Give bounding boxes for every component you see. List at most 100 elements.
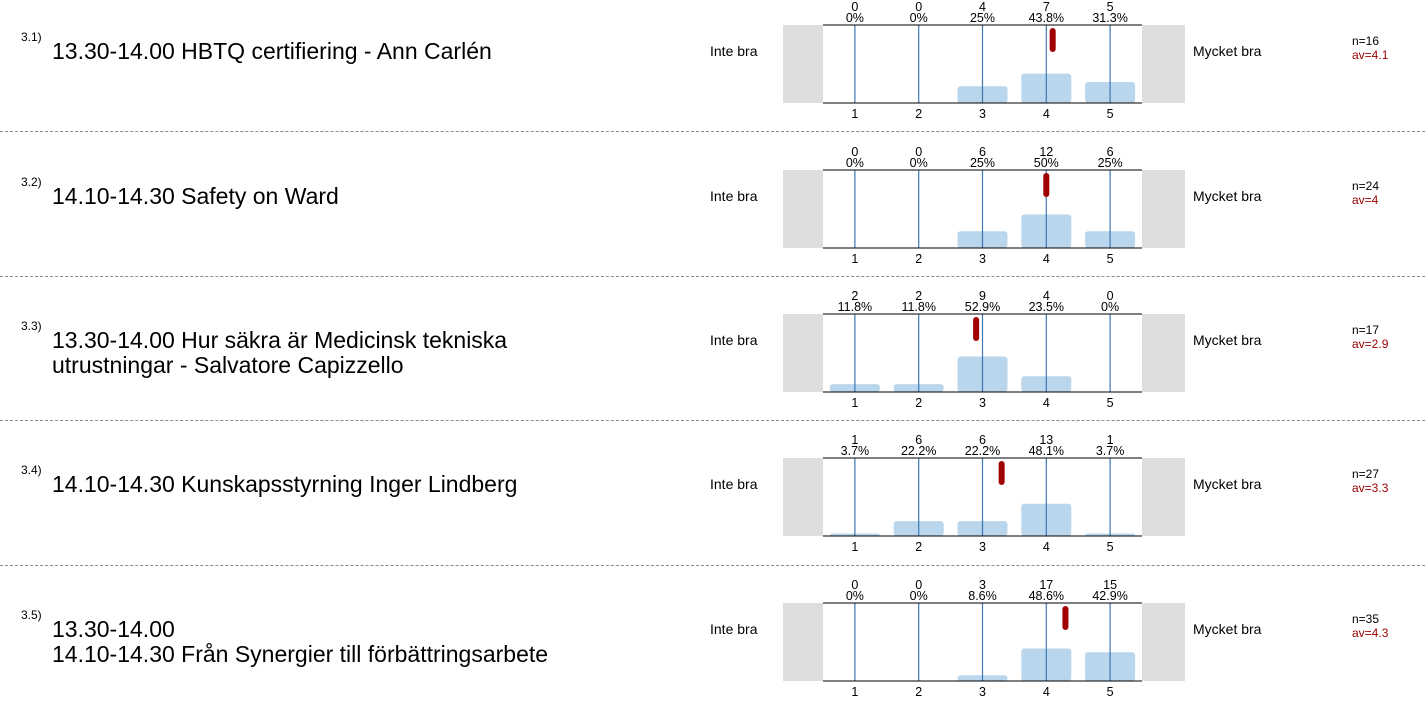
- average-marker: [998, 461, 1005, 485]
- left-scale-box: [783, 170, 823, 248]
- count-label: 0: [915, 145, 922, 159]
- scale-left-label: Inte bra: [710, 43, 758, 59]
- tick-label: 5: [1107, 252, 1114, 266]
- tick-label: 3: [979, 107, 986, 121]
- question-row: 3.1) 13.30-14.00 HBTQ certifiering - Ann …: [0, 0, 1425, 133]
- tick-label: 4: [1043, 540, 1050, 554]
- percent-label: 52.9%: [965, 300, 1000, 314]
- percent-label: 22.2%: [901, 444, 936, 458]
- percent-label: 0%: [846, 11, 864, 25]
- right-scale-box: [1142, 25, 1185, 103]
- question-title: 13.30-14.00 Hur säkra är Medicinsk tekni…: [52, 327, 508, 378]
- percent-label: 43.8%: [1029, 11, 1064, 25]
- count-label: 9: [979, 289, 986, 303]
- count-label: 2: [915, 289, 922, 303]
- question-row: 3.3) 13.30-14.00 Hur säkra är Medicinsk t…: [0, 277, 1425, 422]
- scale-left-label: Inte bra: [710, 188, 758, 204]
- respondent-count: n=24: [1352, 179, 1380, 193]
- tick-label: 4: [1043, 107, 1050, 121]
- count-label: 12: [1039, 145, 1053, 159]
- average-score: av=2.9: [1352, 337, 1389, 351]
- question-row: 3.2) 14.10-14.30 Safety on Ward Inte bra My…: [0, 133, 1425, 278]
- left-scale-box: [783, 25, 823, 103]
- left-scale-box: [783, 314, 823, 392]
- question-title: 13.30-14.00 14.10-14.30 Från Synergier t…: [52, 616, 549, 667]
- respondent-count: n=35: [1352, 612, 1380, 626]
- tick-label: 2: [915, 107, 922, 121]
- respondent-count: n=16: [1352, 34, 1380, 48]
- count-label: 6: [979, 145, 986, 159]
- left-scale-box: [783, 603, 823, 681]
- tick-label: 1: [851, 396, 858, 410]
- percent-label: 0%: [910, 156, 928, 170]
- count-label: 1: [1107, 433, 1114, 447]
- scale-left-label: Inte bra: [710, 476, 758, 492]
- question-number: 3.4): [21, 463, 42, 477]
- count-label: 13: [1039, 433, 1053, 447]
- tick-label: 5: [1107, 540, 1114, 554]
- count-label: 6: [1107, 145, 1114, 159]
- percent-label: 22.2%: [965, 444, 1000, 458]
- count-label: 15: [1103, 578, 1117, 592]
- percent-label: 0%: [910, 589, 928, 603]
- right-scale-box: [1142, 314, 1185, 392]
- average-score: av=4.1: [1352, 48, 1389, 62]
- average-marker: [1049, 28, 1056, 52]
- scale-left-label: Inte bra: [710, 332, 758, 348]
- count-label: 0: [915, 0, 922, 14]
- percent-label: 48.1%: [1029, 444, 1064, 458]
- tick-label: 3: [979, 685, 986, 699]
- row-separator: [0, 276, 1425, 277]
- tick-label: 1: [851, 540, 858, 554]
- percent-label: 25%: [970, 11, 995, 25]
- tick-label: 5: [1107, 396, 1114, 410]
- tick-label: 4: [1043, 396, 1050, 410]
- average-marker: [1043, 173, 1050, 197]
- count-label: 4: [979, 0, 986, 14]
- count-label: 0: [851, 578, 858, 592]
- percent-label: 3.7%: [841, 444, 870, 458]
- percent-label: 25%: [970, 156, 995, 170]
- tick-label: 1: [851, 252, 858, 266]
- scale-right-label: Mycket bra: [1193, 43, 1262, 59]
- question-title: 14.10-14.30 Kunskapsstyrning Inger Lindb…: [52, 471, 518, 497]
- count-label: 0: [1107, 289, 1114, 303]
- percent-label: 8.6%: [968, 589, 997, 603]
- count-label: 2: [851, 289, 858, 303]
- count-label: 4: [1043, 289, 1050, 303]
- percent-label: 50%: [1034, 156, 1059, 170]
- percent-label: 0%: [1101, 300, 1119, 314]
- tick-label: 2: [915, 685, 922, 699]
- tick-label: 5: [1107, 685, 1114, 699]
- average-score: av=4.3: [1352, 626, 1389, 640]
- respondent-count: n=27: [1352, 467, 1380, 481]
- right-scale-box: [1142, 458, 1185, 536]
- scale-right-label: Mycket bra: [1193, 621, 1262, 637]
- count-label: 0: [851, 145, 858, 159]
- count-label: 17: [1039, 578, 1053, 592]
- scale-right-label: Mycket bra: [1193, 476, 1262, 492]
- scale-left-label: Inte bra: [710, 621, 758, 637]
- tick-label: 3: [979, 252, 986, 266]
- row-separator: [0, 131, 1425, 132]
- tick-label: 4: [1043, 685, 1050, 699]
- percent-label: 48.6%: [1029, 589, 1064, 603]
- right-scale-box: [1142, 170, 1185, 248]
- question-number: 3.3): [21, 319, 42, 333]
- tick-label: 2: [915, 540, 922, 554]
- average-marker: [1062, 606, 1069, 630]
- percent-label: 42.9%: [1092, 589, 1127, 603]
- tick-label: 3: [979, 540, 986, 554]
- scale-right-label: Mycket bra: [1193, 332, 1262, 348]
- percent-label: 23.5%: [1029, 300, 1064, 314]
- question-number: 3.5): [21, 608, 42, 622]
- question-title: 14.10-14.30 Safety on Ward: [52, 183, 339, 209]
- percent-label: 11.8%: [838, 300, 873, 314]
- percent-label: 31.3%: [1092, 11, 1127, 25]
- count-label: 0: [851, 0, 858, 14]
